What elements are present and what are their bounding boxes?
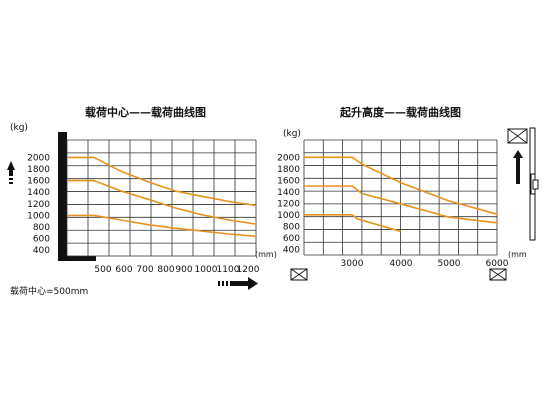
- y-tick-label: 1600: [27, 177, 50, 187]
- x-tick-label: 6000: [486, 259, 509, 269]
- x-tick-label: 5000: [438, 259, 461, 269]
- x-tick-label: 600: [115, 265, 132, 275]
- pallet-box-icon: [489, 268, 507, 281]
- mast-icon: [513, 127, 539, 241]
- left-x-unit: (mm): [255, 250, 277, 259]
- right-x-unit: (mm: [508, 250, 527, 259]
- x-tick-label: 3000: [341, 259, 364, 269]
- load-curve-2: [304, 185, 498, 224]
- left-chart-title: 载荷中心——载荷曲线图: [85, 105, 206, 119]
- x-tick-label: 500: [94, 265, 111, 275]
- y-tick-label: 1800: [27, 165, 50, 175]
- right-y-unit: (kg): [283, 129, 301, 139]
- y-tick-label: 1800: [277, 165, 300, 175]
- y-tick-label: 2000: [27, 153, 50, 163]
- load-curve-3: [67, 214, 257, 238]
- right-x-tick-labels: 3000 4000 5000 6000: [341, 259, 509, 269]
- y-tick-label: 400: [33, 246, 50, 256]
- load-curve-1: [304, 156, 498, 215]
- y-tick-label: 1000: [277, 211, 300, 221]
- left-y-unit: (kg): [10, 123, 28, 133]
- y-tick-label: 600: [283, 234, 300, 244]
- load-curve-2: [67, 179, 257, 225]
- y-tick-label: 1400: [277, 188, 300, 198]
- load-center-note: 载荷中心=500mm: [10, 285, 88, 297]
- load-center-chart: 载荷中心——载荷曲线图 (kg) 20001800160014001200100…: [7, 105, 277, 297]
- x-tick-label: 800: [157, 265, 174, 275]
- y-tick-label: 600: [33, 235, 50, 245]
- x-tick-label: 1100: [217, 265, 240, 275]
- left-grid: [66, 139, 257, 257]
- y-tick-label: 1600: [277, 176, 300, 186]
- x-tick-label: 4000: [390, 259, 413, 269]
- pallet-box-icon: [290, 268, 308, 281]
- right-curves: [304, 156, 498, 233]
- load-curve-3: [304, 214, 401, 233]
- arrow-right-icon: [218, 277, 258, 290]
- left-curves: [67, 156, 257, 238]
- x-tick-label: 900: [175, 265, 192, 275]
- y-tick-label: 400: [283, 245, 300, 255]
- x-tick-label: 1200: [237, 265, 260, 275]
- y-tick-label: 1400: [27, 188, 50, 198]
- y-tick-label: 1200: [277, 199, 300, 209]
- y-tick-label: 800: [33, 223, 50, 233]
- x-tick-label: 1000: [195, 265, 218, 275]
- y-tick-label: 1000: [27, 211, 50, 221]
- y-tick-label: 1200: [27, 200, 50, 210]
- right-chart-title: 起升高度——载荷曲线图: [339, 105, 461, 119]
- left-fork-bar: [58, 132, 67, 260]
- left-fork-foot: [58, 256, 96, 261]
- y-tick-label: 2000: [277, 153, 300, 163]
- arrow-up-icon: [7, 161, 15, 184]
- load-curve-1: [67, 156, 257, 207]
- pallet-box-icon: [507, 128, 528, 144]
- x-tick-label: 700: [136, 265, 153, 275]
- y-tick-label: 800: [283, 222, 300, 232]
